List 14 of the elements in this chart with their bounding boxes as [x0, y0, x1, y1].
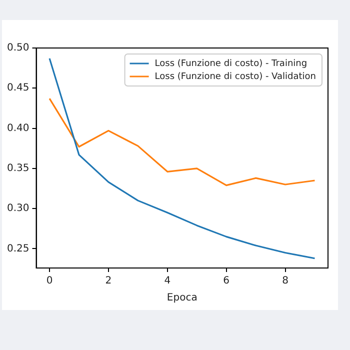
y-tick-label: 0.30: [7, 203, 30, 214]
legend-label: Loss (Funzione di costo) - Training: [154, 58, 308, 69]
x-tick-label: 0: [46, 276, 53, 287]
x-tick-label: 8: [282, 276, 288, 287]
x-axis-title: Epoca: [166, 292, 198, 304]
y-tick-label: 0.50: [7, 42, 30, 54]
x-tick-label: 4: [164, 276, 171, 287]
y-tick-label: 0.40: [7, 122, 30, 134]
x-tick-label: 2: [105, 276, 112, 287]
legend-label: Loss (Funzione di costo) - Validation: [154, 72, 316, 82]
x-tick-label: 6: [223, 276, 230, 287]
y-tick-label: 0.45: [7, 82, 30, 94]
y-tick-label: 0.35: [7, 163, 30, 174]
y-tick-label: 0.25: [7, 243, 30, 254]
